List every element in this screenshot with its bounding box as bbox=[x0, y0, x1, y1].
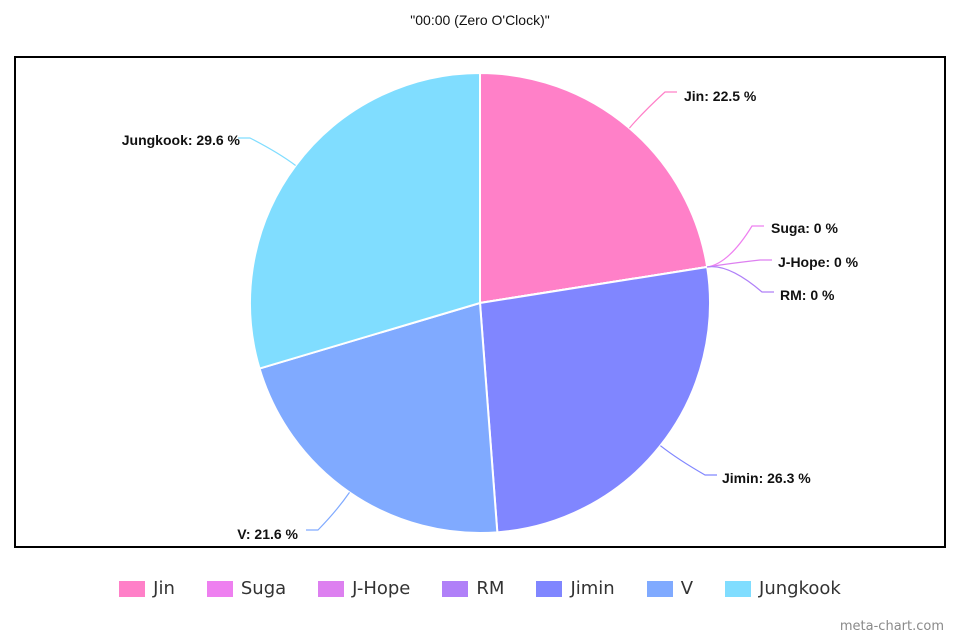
legend-swatch-v bbox=[646, 580, 673, 597]
legend-swatch-rm bbox=[442, 580, 469, 597]
legend-swatch-suga bbox=[206, 580, 233, 597]
legend-item-jungkook[interactable]: Jungkook bbox=[725, 578, 841, 599]
leader-line-jimin bbox=[660, 445, 717, 476]
legend-swatch-jungkook bbox=[725, 580, 752, 597]
legend-item-rm[interactable]: RM bbox=[442, 578, 504, 599]
legend-label-jimin: Jimin bbox=[570, 578, 615, 599]
legend-swatch-j-hope bbox=[318, 580, 345, 597]
leader-line-v bbox=[306, 492, 350, 531]
legend-label-jin: Jin bbox=[153, 578, 175, 599]
legend-label-j-hope: J-Hope bbox=[352, 578, 411, 599]
pie-slice-jungkook[interactable] bbox=[249, 71, 481, 370]
legend-swatch-jin bbox=[119, 580, 146, 597]
leader-line-jungkook bbox=[238, 137, 296, 166]
leader-line-rm bbox=[707, 266, 774, 293]
pie-slice-v[interactable] bbox=[258, 301, 499, 534]
slice-label-jungkook: Jungkook: 29.6 % bbox=[122, 132, 241, 148]
legend-item-j-hope[interactable]: J-Hope bbox=[318, 578, 410, 599]
plot-frame bbox=[14, 56, 946, 548]
legend-item-jin[interactable]: Jin bbox=[119, 578, 175, 599]
legend: Jin Suga J-Hope RM Jimin V Jungkook bbox=[0, 578, 960, 599]
legend-swatch-jimin bbox=[536, 580, 563, 597]
slice-label-v: V: 21.6 % bbox=[237, 526, 298, 542]
watermark: meta-chart.com bbox=[839, 619, 944, 634]
leader-line-jin bbox=[628, 91, 677, 129]
pie-slice-jimin[interactable] bbox=[478, 265, 712, 534]
slice-label-suga: Suga: 0 % bbox=[771, 220, 838, 236]
legend-label-v: V bbox=[680, 578, 694, 599]
legend-label-rm: RM bbox=[476, 578, 505, 599]
slice-label-jimin: Jimin: 26.3 % bbox=[722, 470, 811, 486]
legend-item-jimin[interactable]: Jimin bbox=[536, 578, 615, 599]
slice-label-jin: Jin: 22.5 % bbox=[684, 88, 757, 104]
legend-label-jungkook: Jungkook bbox=[759, 578, 841, 599]
slice-label-j-hope: J-Hope: 0 % bbox=[778, 254, 859, 270]
chart-title: "00:00 (Zero O'Clock)" bbox=[410, 12, 550, 28]
slice-label-rm: RM: 0 % bbox=[780, 287, 835, 303]
legend-label-suga: Suga bbox=[240, 578, 287, 599]
legend-item-v[interactable]: V bbox=[646, 578, 694, 599]
legend-item-suga[interactable]: Suga bbox=[206, 578, 287, 599]
pie-slice-jin[interactable] bbox=[479, 71, 709, 305]
